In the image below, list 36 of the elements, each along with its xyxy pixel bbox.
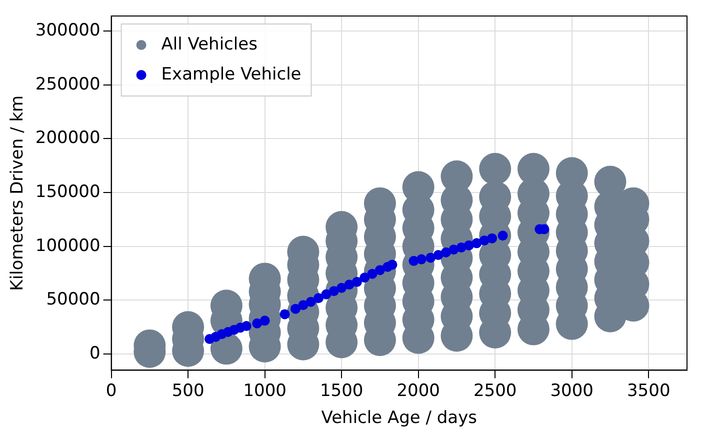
- x-axis-title: Vehicle Age / days: [321, 408, 478, 428]
- point: [321, 289, 332, 300]
- y-tick-label: 200000: [35, 128, 100, 148]
- y-tick-label: 150000: [35, 182, 100, 202]
- point: [252, 318, 262, 328]
- point: [472, 238, 482, 248]
- x-tick-label: 2000: [396, 380, 440, 401]
- point: [498, 230, 508, 241]
- point: [352, 276, 362, 287]
- point: [387, 260, 398, 270]
- point: [328, 286, 339, 296]
- point: [290, 304, 301, 314]
- point: [367, 268, 378, 279]
- point: [416, 254, 426, 264]
- point: [280, 309, 290, 320]
- point: [360, 272, 370, 283]
- x-tick-label: 1500: [320, 380, 364, 401]
- point: [314, 293, 324, 304]
- y-tick-label: 250000: [35, 74, 100, 94]
- point: [440, 247, 451, 258]
- x-tick-label: 3000: [550, 380, 594, 401]
- y-tick-label: 300000: [35, 20, 100, 40]
- legend-label: Example Vehicle: [161, 64, 302, 84]
- y-tick-label: 100000: [35, 236, 100, 256]
- legend-label: All Vehicles: [161, 34, 258, 54]
- x-tick-label: 0: [106, 380, 117, 401]
- y-axis-title: Kilometers Driven / km: [8, 95, 28, 291]
- y-tick-label: 0: [89, 343, 100, 364]
- y-tick-label: 50000: [46, 290, 100, 310]
- x-tick-label: 3500: [626, 380, 670, 401]
- x-tick-label: 1000: [243, 380, 286, 401]
- x-tick-label: 500: [172, 380, 204, 401]
- x-tick-label: 2500: [473, 380, 517, 401]
- point: [298, 300, 308, 310]
- point: [306, 296, 316, 307]
- point: [241, 321, 252, 332]
